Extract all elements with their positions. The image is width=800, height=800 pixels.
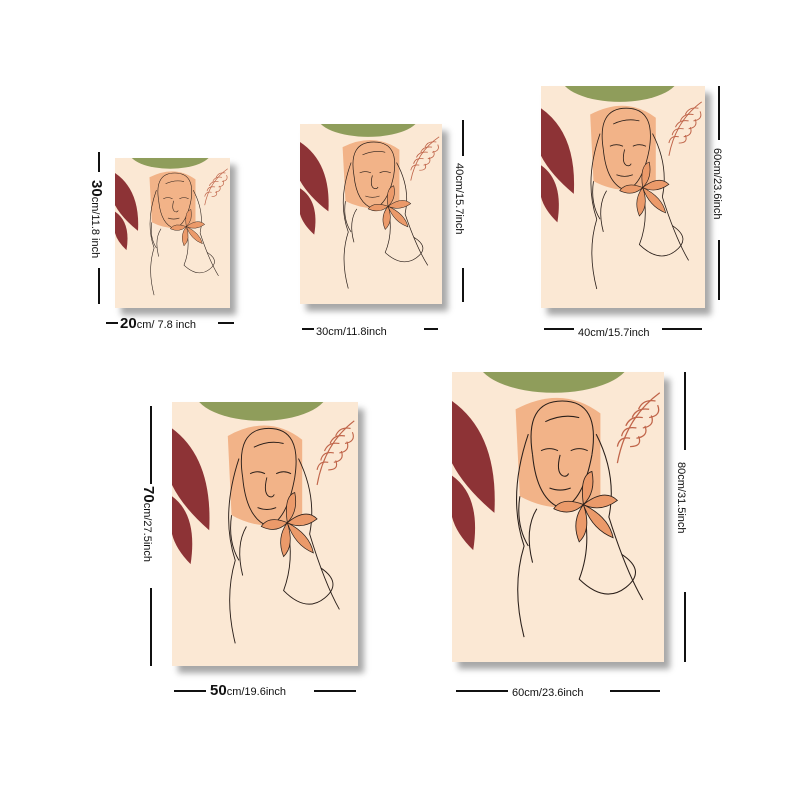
width-unit-text: cm/ 7.8 inch — [136, 319, 196, 331]
height-unit-text: 40cm/15.7inch — [453, 163, 465, 235]
height-unit-text: 80cm/31.5inch — [675, 462, 687, 534]
height-unit-text: cm/27.5inch — [141, 502, 153, 562]
width-label-50x70: 50cm/19.6inch — [210, 683, 286, 699]
width-unit-text: 30cm/11.8inch — [316, 326, 387, 338]
width-unit-text: cm/19.6inch — [226, 686, 286, 698]
height-line-top — [684, 372, 686, 450]
width-label-20x30: 20cm/ 7.8 inch — [120, 316, 196, 332]
canvas-print-40x60 — [541, 86, 705, 308]
height-unit-text: 60cm/23.6inch — [711, 148, 723, 220]
width-line-left — [302, 328, 314, 330]
width-line-left — [456, 690, 508, 692]
width-line-right — [218, 322, 234, 324]
width-unit-text: 60cm/23.6inch — [512, 687, 584, 699]
height-label-40x60: 60cm/23.6inch — [710, 148, 726, 220]
height-line-bottom — [150, 588, 152, 666]
height-unit-text: cm/11.8 inch — [89, 196, 101, 259]
width-label-30x40: 30cm/11.8inch — [316, 323, 387, 339]
width-line-right — [424, 328, 438, 330]
height-line-bottom — [684, 592, 686, 662]
canvas-print-30x40 — [300, 124, 442, 304]
height-line-top — [462, 120, 464, 156]
height-label-20x30: 30cm/11.8 inch — [88, 180, 105, 259]
width-label-60x80: 60cm/23.6inch — [512, 684, 584, 700]
height-number: 30 — [88, 180, 105, 197]
width-unit-text: 40cm/15.7inch — [578, 327, 650, 339]
artwork-image — [172, 402, 358, 666]
width-line-right — [662, 328, 702, 330]
height-line-bottom — [98, 268, 100, 304]
canvas-print-50x70 — [172, 402, 358, 666]
width-number: 50 — [210, 682, 227, 699]
artwork-image — [115, 158, 230, 308]
artwork-image — [300, 124, 442, 304]
width-number: 20 — [120, 315, 137, 332]
canvas-print-20x30 — [115, 158, 230, 308]
width-line-left — [174, 690, 206, 692]
artwork-image — [452, 372, 664, 662]
artwork-image — [541, 86, 705, 308]
width-label-40x60: 40cm/15.7inch — [578, 324, 650, 340]
width-line-right — [610, 690, 660, 692]
height-line-top — [150, 406, 152, 484]
height-number: 70 — [140, 486, 157, 503]
width-line-left — [106, 322, 118, 324]
height-line-bottom — [718, 240, 720, 300]
height-label-50x70: 70cm/27.5inch — [140, 486, 157, 562]
width-line-left — [544, 328, 574, 330]
height-line-top — [98, 152, 100, 172]
canvas-print-60x80 — [452, 372, 664, 662]
height-line-top — [718, 86, 720, 140]
height-label-30x40: 40cm/15.7inch — [452, 163, 468, 235]
height-label-60x80: 80cm/31.5inch — [674, 462, 690, 534]
height-line-bottom — [462, 268, 464, 302]
width-line-right — [314, 690, 356, 692]
